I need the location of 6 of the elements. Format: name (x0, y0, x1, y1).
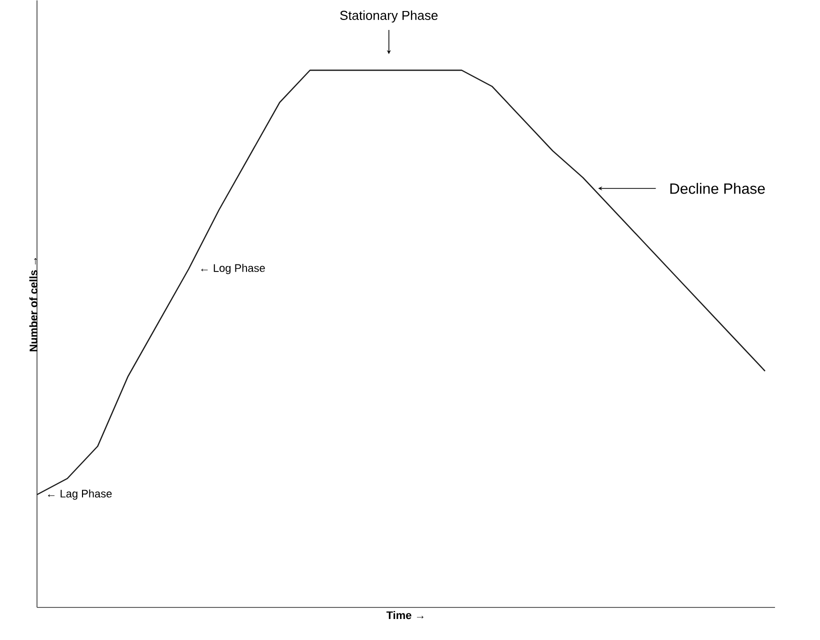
y-axis-title: Number of cells → (29, 258, 38, 352)
annotation: ← Log Phase (201, 264, 265, 274)
text: Stationary Phase (340, 10, 438, 22)
x-axis-title: Time → (386, 610, 424, 619)
annotation: Decline Phase (670, 182, 765, 194)
annotation: ← Lag Phase (48, 489, 112, 500)
